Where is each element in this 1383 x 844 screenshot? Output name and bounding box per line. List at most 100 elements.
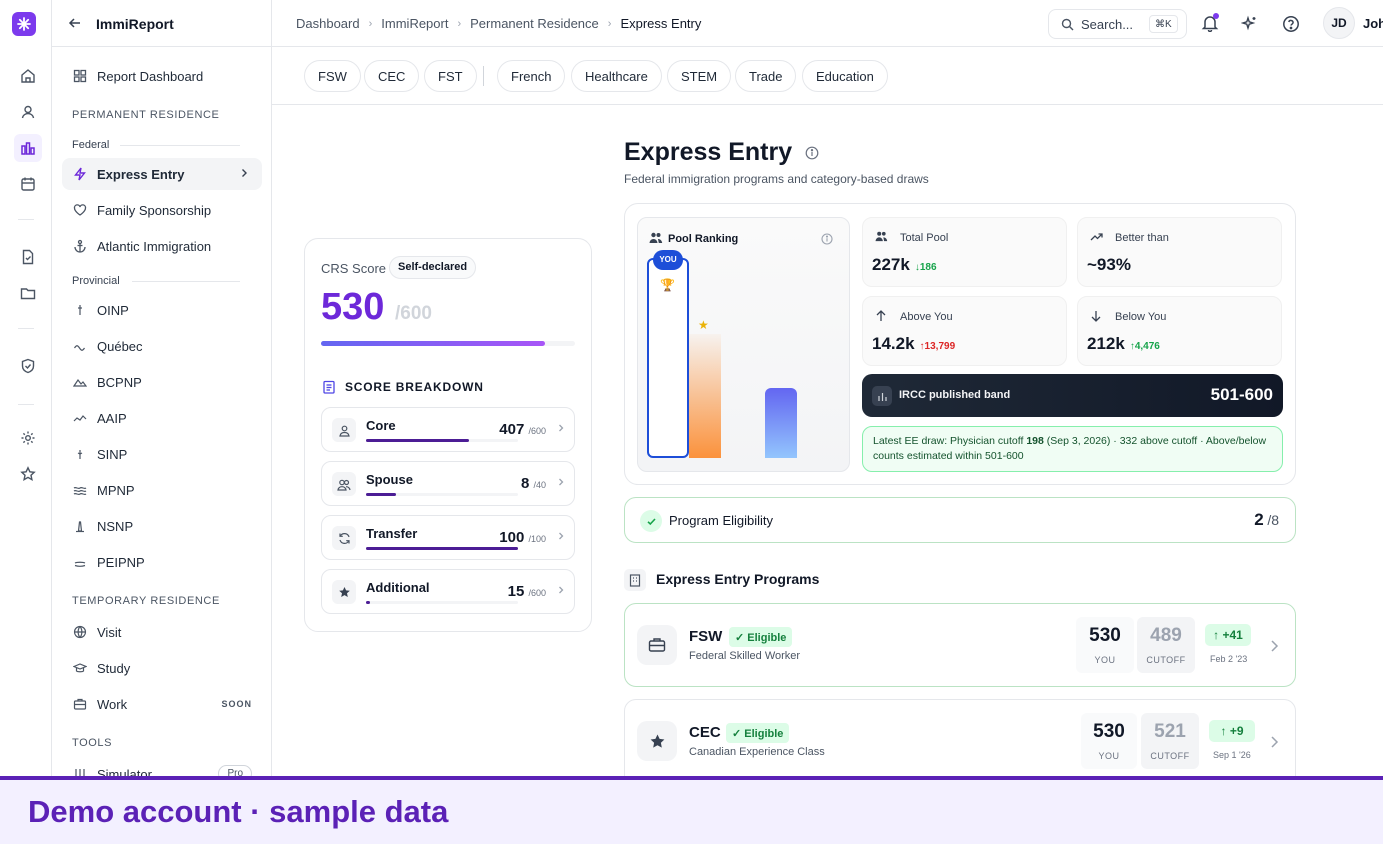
notification-dot [1213, 13, 1219, 19]
calendar-icon[interactable] [14, 170, 42, 198]
reports-chart-icon[interactable] [14, 134, 42, 162]
eligibility-label: Program Eligibility [669, 513, 774, 528]
user-icon[interactable] [14, 98, 42, 126]
chip-education[interactable]: Education [802, 60, 888, 92]
score-breakdown-title: SCORE BREAKDOWN [345, 380, 484, 394]
sidebar-item-label: Report Dashboard [97, 68, 204, 84]
star-icon: ★ [698, 318, 709, 332]
breakdown-track [366, 439, 518, 442]
section-temporary-residence: TEMPORARY RESIDENCE [72, 595, 220, 607]
sidebar-item-quebec[interactable]: Québec [62, 330, 262, 362]
search-shortcut: ⌘K [1149, 15, 1178, 33]
sidebar-item-simulator[interactable]: Simulator Pro [62, 758, 262, 776]
sparkles-icon[interactable] [1241, 15, 1258, 32]
shield-check-icon[interactable] [14, 352, 42, 380]
sidebar-item-study[interactable]: Study [62, 652, 262, 684]
breadcrumb-immireport[interactable]: ImmiReport [381, 16, 449, 31]
page-subtitle: Federal immigration programs and categor… [624, 172, 929, 186]
cutoff-label: CUTOFF [1146, 655, 1186, 665]
briefcase-icon [72, 696, 88, 712]
sidebar-item-bcpnp[interactable]: BCPNP [62, 366, 262, 398]
sidebar-item-label: Study [97, 660, 131, 676]
chip-healthcare[interactable]: Healthcare [571, 60, 662, 92]
user-icon [332, 418, 356, 442]
info-icon[interactable] [805, 146, 819, 160]
sidebar-item-label: Simulator [97, 766, 152, 777]
help-icon[interactable] [1282, 15, 1300, 33]
chevron-right-icon [238, 167, 250, 179]
breadcrumb-permanent-residence[interactable]: Permanent Residence [470, 16, 599, 31]
sidebar-item-atlantic-immigration[interactable]: Atlantic Immigration [62, 230, 262, 262]
chip-trade[interactable]: Trade [735, 60, 797, 92]
breakdown-fill [366, 601, 370, 604]
bar-chart-icon [872, 386, 892, 406]
rail-divider [18, 328, 34, 329]
avatar[interactable]: JD [1323, 7, 1355, 39]
chip-fsw[interactable]: FSW [304, 60, 361, 92]
home-icon[interactable] [14, 62, 42, 90]
sidebar-item-aaip[interactable]: AAIP [62, 402, 262, 434]
app-logo-icon[interactable] [12, 12, 36, 36]
chip-stem[interactable]: STEM [667, 60, 732, 92]
crs-progress-fill [321, 341, 546, 346]
sidebar-item-mpnp[interactable]: MPNP [62, 474, 262, 506]
chip-cec[interactable]: CEC [364, 60, 420, 92]
pool-bar-you [647, 258, 689, 458]
breadcrumb-dashboard[interactable]: Dashboard [296, 16, 360, 31]
eligibility-count: 2 /8 [1254, 510, 1279, 529]
chip-french[interactable]: French [497, 60, 566, 92]
breakdown-spouse[interactable]: Spouse 8 /40 [321, 461, 575, 506]
demo-banner: Demo account · sample data [0, 776, 1383, 844]
sidebar-item-sinp[interactable]: SINP [62, 438, 262, 470]
program-card-fsw[interactable]: FSW ✓ Eligible Federal Skilled Worker 53… [624, 603, 1296, 687]
chevron-right-icon [556, 531, 566, 541]
sidebar-item-nsnp[interactable]: NSNP [62, 510, 262, 542]
latest-draw-note: Latest EE draw: Physician cutoff 198 (Se… [862, 426, 1283, 472]
gear-icon[interactable] [14, 424, 42, 452]
subsection-provincial: Provincial [72, 275, 120, 287]
info-icon[interactable] [821, 233, 833, 245]
star-icon[interactable] [14, 460, 42, 488]
back-arrow-icon[interactable] [68, 16, 82, 30]
sidebar-item-report-dashboard[interactable]: Report Dashboard [62, 60, 262, 92]
sidebar-item-oinp[interactable]: OINP [62, 294, 262, 326]
program-code: CEC [689, 724, 721, 741]
draw-date: Sep 1 '26 [1213, 750, 1251, 760]
soon-badge: SOON [221, 699, 252, 709]
breakdown-transfer[interactable]: Transfer 100 /100 [321, 515, 575, 560]
sidebar-item-work[interactable]: Work SOON [62, 688, 262, 720]
breakdown-value: 407 /600 [499, 421, 546, 438]
sidebar-item-label: Atlantic Immigration [97, 238, 212, 254]
bell-icon[interactable] [1201, 13, 1219, 32]
user-name[interactable]: John [1363, 16, 1383, 31]
sidebar-item-label: Work [97, 696, 128, 712]
draw-date: Feb 2 '23 [1210, 654, 1248, 664]
sidebar-item-express-entry[interactable]: Express Entry [62, 158, 262, 190]
sidebar-item-family-sponsorship[interactable]: Family Sponsorship [62, 194, 262, 226]
stat-title: Better than [1115, 232, 1169, 244]
sidebar-item-label: PEIPNP [97, 554, 145, 570]
section-tools: TOOLS [72, 737, 113, 749]
folder-icon[interactable] [14, 279, 42, 307]
document-icon[interactable] [14, 243, 42, 271]
chip-fst[interactable]: FST [424, 60, 477, 92]
program-eligibility-row[interactable]: Program Eligibility 2 /8 [624, 497, 1296, 543]
crs-progress-track [321, 341, 575, 346]
chevron-right-icon [1269, 735, 1279, 749]
globe-icon [72, 624, 88, 640]
heart-icon [72, 202, 88, 218]
breakdown-core[interactable]: Core 407 /600 [321, 407, 575, 452]
refresh-icon [332, 526, 356, 550]
cutoff-label: CUTOFF [1150, 751, 1190, 761]
search-input[interactable]: Search... ⌘K [1048, 9, 1187, 39]
filter-chip-bar [272, 48, 1383, 105]
stat-title: Total Pool [900, 232, 949, 244]
pool-ranking-title: Pool Ranking [668, 233, 739, 245]
sidebar-item-label: AAIP [97, 410, 127, 426]
top-bar: Dashboard › ImmiReport › Permanent Resid… [272, 0, 1383, 47]
sidebar-item-visit[interactable]: Visit [62, 616, 262, 648]
program-card-cec[interactable]: CEC ✓ Eligible Canadian Experience Class… [624, 699, 1296, 789]
sidebar-item-peipnp[interactable]: PEIPNP [62, 546, 262, 578]
programs-title: Express Entry Programs [656, 571, 820, 587]
breakdown-additional[interactable]: Additional 15 /600 [321, 569, 575, 614]
